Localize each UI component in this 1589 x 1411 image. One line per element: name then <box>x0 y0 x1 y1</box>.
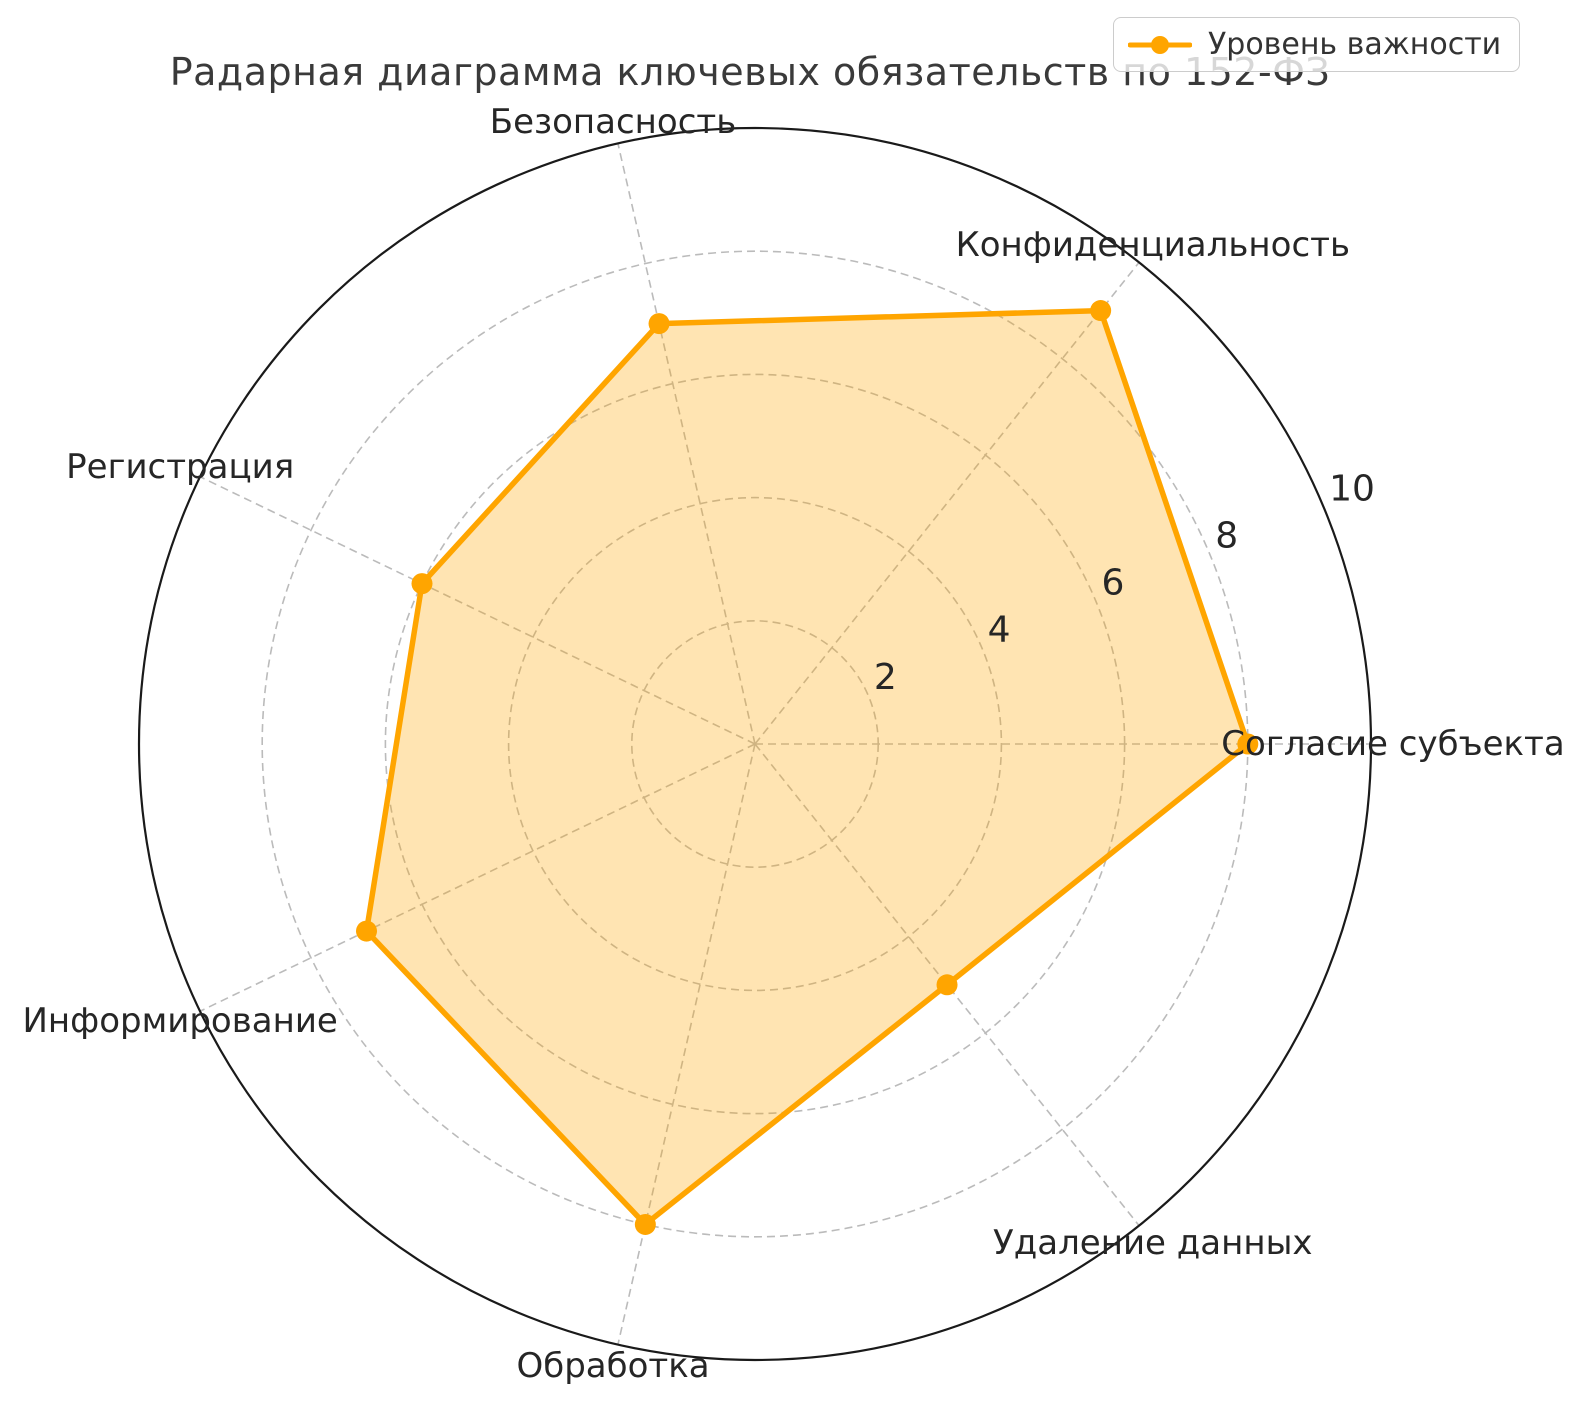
axis-spoke-2 <box>617 143 756 745</box>
legend: Уровень важности <box>1113 17 1521 72</box>
category-label-3: Регистрация <box>66 447 294 487</box>
category-label-5: Обработка <box>516 1346 709 1386</box>
axis-spoke-3 <box>199 476 756 745</box>
data-point-marker-4 <box>356 920 378 942</box>
data-point-marker-6 <box>936 974 958 996</box>
data-point-marker-0 <box>1237 733 1259 755</box>
category-label-1: Конфиденциальность <box>956 225 1350 265</box>
data-point-marker-2 <box>648 313 670 335</box>
polar-spine-circle <box>137 126 1373 1362</box>
data-point-marker-1 <box>1090 300 1112 322</box>
category-label-0: Согласие субъекта <box>1221 724 1564 764</box>
radial-tick-label-10: 10 <box>1329 468 1375 509</box>
axis-spoke-5 <box>617 743 756 1345</box>
axis-spoke-6 <box>754 743 1140 1227</box>
radial-tick-label-6: 6 <box>1101 563 1124 604</box>
category-label-6: Удаление данных <box>993 1223 1313 1263</box>
data-polygon-fill <box>366 310 1248 1225</box>
radial-tick-label-8: 8 <box>1215 515 1238 556</box>
category-label-2: Безопасность <box>490 102 736 142</box>
radial-gridline-4 <box>507 496 1003 992</box>
data-point-marker-3 <box>411 573 433 595</box>
legend-series-label: Уровень важности <box>1208 27 1502 62</box>
legend-line-marker-icon <box>1128 35 1192 54</box>
radial-tick-label-2: 2 <box>874 657 897 698</box>
radial-tick-label-4: 4 <box>988 610 1011 651</box>
category-label-4: Информирование <box>22 1001 337 1041</box>
axis-spoke-1 <box>754 261 1140 745</box>
data-point-marker-5 <box>634 1213 656 1235</box>
axis-spoke-4 <box>199 743 756 1012</box>
data-polygon-outline <box>363 307 1251 1228</box>
